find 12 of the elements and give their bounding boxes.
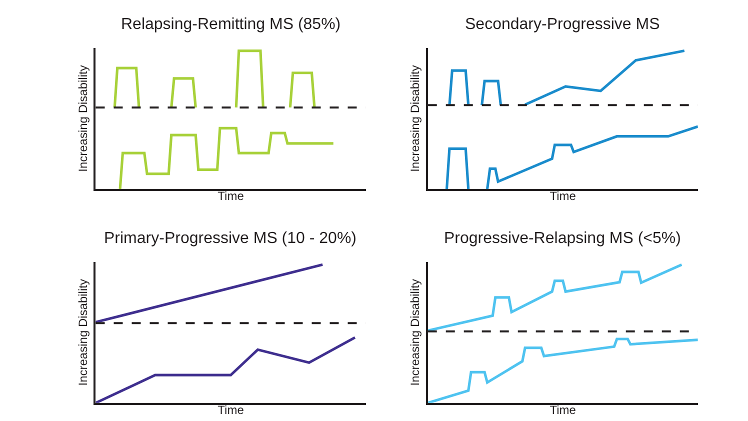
x-axis-title: Time (550, 403, 576, 418)
chart-title: Relapsing-Remitting MS (85%) (121, 16, 341, 33)
chart-title: Primary-Progressive MS (10 - 20%) (104, 230, 356, 247)
y-axis-title: Increasing Disability (408, 65, 422, 172)
chart-title: Secondary-Progressive MS (465, 16, 660, 33)
y-axis-title: Increasing Disability (76, 279, 90, 386)
y-axis-title: Increasing Disability (408, 279, 422, 386)
x-axis-title: Time (550, 189, 576, 204)
x-axis-title: Time (218, 403, 244, 418)
chart-title: Progressive-Relapsing MS (<5%) (444, 230, 681, 247)
x-axis-title: Time (218, 189, 244, 204)
y-axis-title: Increasing Disability (76, 65, 90, 172)
